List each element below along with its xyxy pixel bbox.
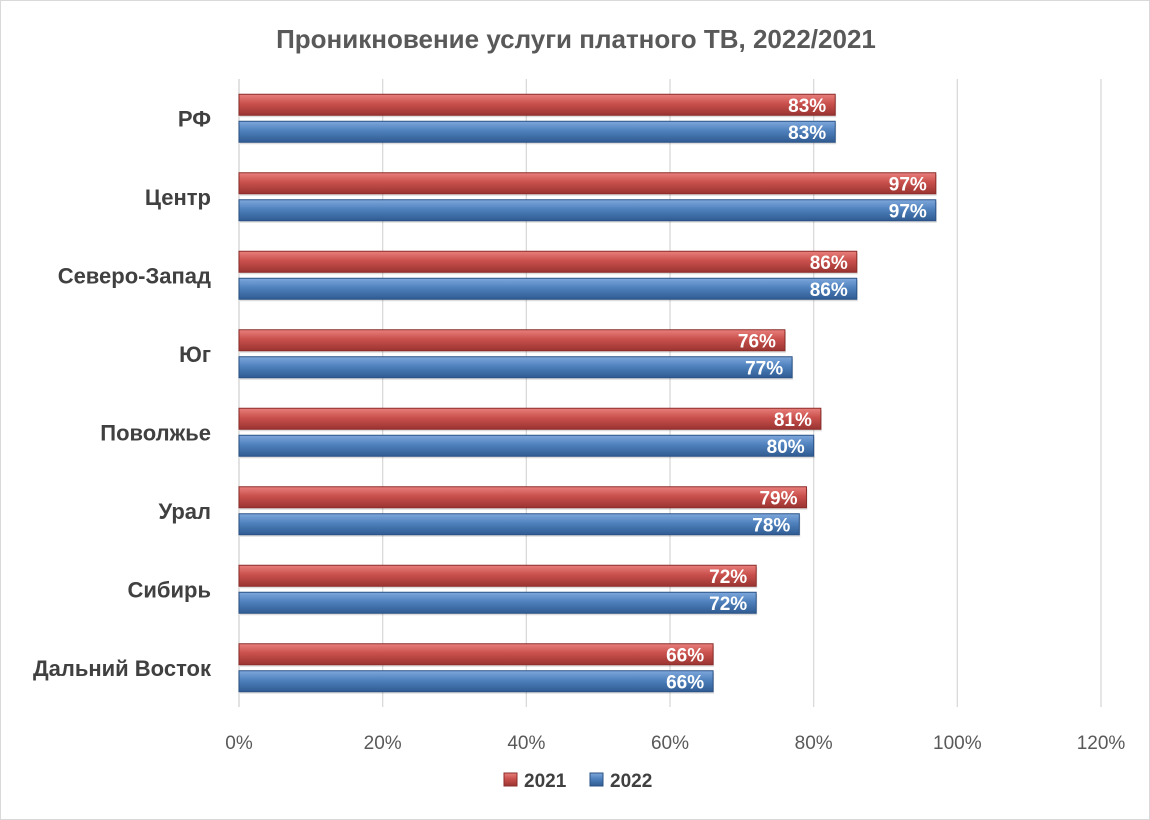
bar-2021: [238, 486, 807, 509]
data-label: 78%: [752, 515, 790, 536]
bar-2021: [238, 93, 836, 116]
data-label: 66%: [666, 645, 704, 666]
data-label: 72%: [709, 567, 747, 588]
bars: 83% 83% 97% 97% 86% 86% 76% 77% 81% 80% 79% 78% 72% 7…: [238, 93, 937, 694]
x-tick-label: 20%: [364, 733, 402, 754]
data-label: 72%: [709, 594, 747, 615]
x-tick-label: 0%: [225, 733, 253, 754]
category-label: Юг: [179, 342, 211, 367]
bar-2022: [238, 434, 815, 457]
x-tick-label: 60%: [651, 733, 689, 754]
data-label: 77%: [745, 358, 783, 379]
data-label: 66%: [666, 672, 704, 693]
data-label: 97%: [889, 174, 927, 195]
data-label: 83%: [788, 96, 826, 117]
category-labels: РФ Центр Северо-Запад Юг Поволжье Урал Сибирь Д…: [33, 106, 212, 681]
category-label: Центр: [145, 185, 211, 210]
data-label: 83%: [788, 123, 826, 144]
x-tick-label: 100%: [933, 733, 982, 754]
x-tick-label: 40%: [507, 733, 545, 754]
bar-2021: [238, 564, 757, 587]
bar-2021: [238, 250, 858, 273]
data-label: 97%: [889, 201, 927, 222]
bar-2022: [238, 199, 937, 222]
bar-2022: [238, 356, 793, 379]
legend-swatch: [589, 772, 604, 787]
chart-title: Проникновение услуги платного ТВ, 2022/2…: [276, 24, 876, 54]
data-label: 80%: [767, 437, 805, 458]
x-tick-label: 80%: [795, 733, 833, 754]
bar-2022: [238, 670, 714, 693]
data-label: 79%: [759, 488, 797, 509]
category-label: Урал: [159, 499, 212, 524]
bar-2022: [238, 591, 757, 614]
x-axis-ticks: 0% 20% 40% 60% 80% 100% 120%: [225, 733, 1125, 754]
data-label: 86%: [810, 280, 848, 301]
bar-2021: [238, 172, 937, 195]
x-tick-label: 120%: [1077, 733, 1126, 754]
bar-2021: [238, 643, 714, 666]
data-label: 76%: [738, 331, 776, 352]
legend-label: 2021: [524, 771, 567, 792]
category-label: Поволжье: [100, 420, 211, 445]
category-label: Дальний Восток: [33, 656, 212, 681]
bar-2022: [238, 277, 858, 300]
legend-label: 2022: [610, 771, 652, 792]
category-label: Северо-Запад: [58, 263, 211, 288]
category-label: РФ: [178, 106, 211, 131]
legend: 2021 2022: [503, 771, 652, 792]
bar-2021: [238, 329, 786, 352]
legend-swatch: [503, 772, 518, 787]
bar-2022: [238, 513, 800, 536]
data-label: 86%: [810, 253, 848, 274]
bar-2022: [238, 120, 836, 143]
category-label: Сибирь: [128, 577, 212, 602]
bar-2021: [238, 407, 822, 430]
data-label: 81%: [774, 410, 812, 431]
